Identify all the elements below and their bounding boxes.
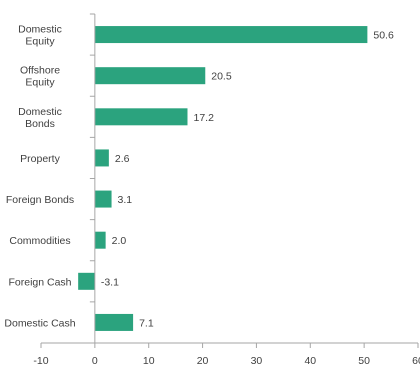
- x-tick-label: 30: [251, 355, 263, 367]
- axes-group: [40, 13, 419, 348]
- category-label: Domestic Equity: [18, 24, 62, 48]
- data-label: 20.5: [211, 71, 232, 83]
- bar: [94, 26, 368, 44]
- x-tick-label: 40: [304, 355, 316, 367]
- bar: [94, 108, 188, 126]
- data-label: 3.1: [118, 194, 133, 206]
- data-label: 17.2: [193, 112, 214, 124]
- data-label: 7.1: [139, 317, 154, 329]
- category-label: Offshore Equity: [20, 65, 60, 89]
- x-tick-label: 50: [358, 355, 370, 367]
- x-tick-label: 60: [412, 355, 420, 367]
- category-label: Domestic Cash: [4, 317, 75, 329]
- bar: [94, 190, 112, 208]
- bar: [94, 67, 206, 85]
- data-label: 50.6: [373, 30, 394, 42]
- data-label: -3.1: [101, 276, 119, 288]
- bar: [94, 149, 109, 167]
- bar: [94, 231, 106, 249]
- category-label: Foreign Bonds: [6, 194, 74, 206]
- category-label: Property: [20, 153, 60, 165]
- bar: [94, 313, 134, 331]
- x-tick-labels: -10 0 10 20 30 40 50 60: [33, 355, 420, 367]
- x-tick-label: -10: [33, 355, 48, 367]
- x-tick-label: 10: [143, 355, 155, 367]
- data-label: 2.6: [115, 153, 130, 165]
- data-label: 2.0: [112, 235, 127, 247]
- category-label: Domestic Bonds: [18, 106, 62, 130]
- x-tick-label: 0: [92, 355, 98, 367]
- category-labels: Domestic Equity Offshore Equity Domestic Bond…: [4, 24, 75, 330]
- bar: [78, 272, 95, 290]
- x-tick-label: 20: [197, 355, 209, 367]
- category-label: Foreign Cash: [8, 276, 71, 288]
- bars-group: [78, 26, 368, 331]
- category-label: Commodities: [9, 235, 70, 247]
- value-labels: 50.6 20.5 17.2 2.6 3.1 2.0 -3.1 7.1: [101, 30, 394, 330]
